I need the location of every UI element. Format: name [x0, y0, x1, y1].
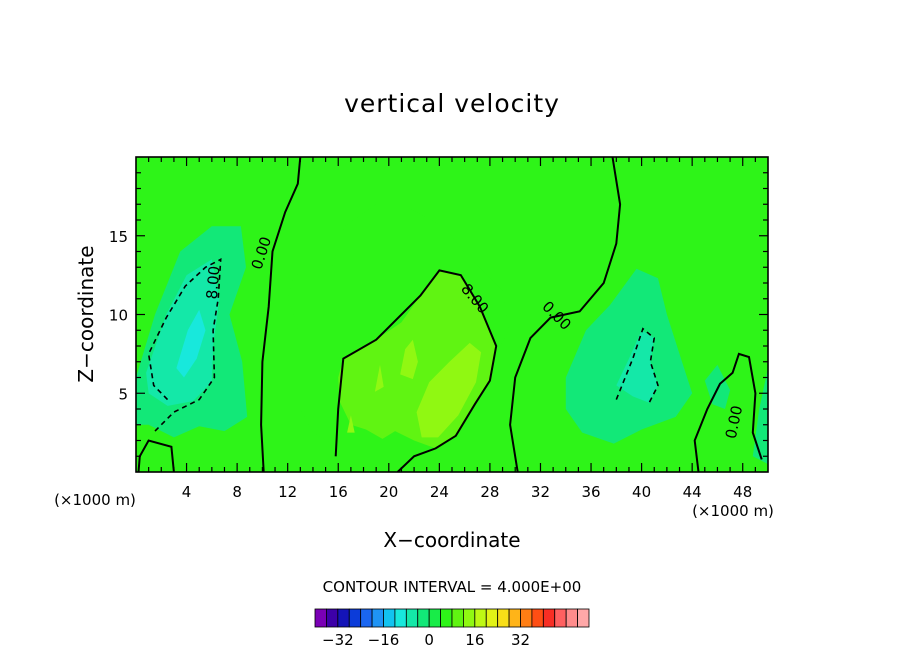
chart-title: vertical velocity: [344, 89, 560, 118]
colorbar-tick-label: −16: [368, 631, 400, 649]
updraft-core-2: [400, 339, 418, 380]
downdraft-left-mid: [146, 259, 220, 406]
colorbar-swatch: [417, 608, 430, 628]
colorbar-swatch: [405, 608, 419, 628]
colorbar-swatch: [314, 608, 327, 628]
zero-contour-corner: [137, 439, 175, 472]
colorbar-swatch: [554, 608, 567, 628]
colorbar-swatch: [360, 608, 373, 628]
y-tick-label: 5: [118, 385, 128, 403]
updraft-core-4: [347, 415, 355, 433]
zero-contour-right: [509, 157, 622, 472]
contour-label-1: 8.00: [203, 265, 224, 300]
colorbar: [314, 608, 590, 628]
colorbar-swatch: [463, 608, 476, 628]
colorbar-swatch: [440, 608, 453, 628]
colorbar-swatch: [383, 608, 396, 628]
colorbar-tick-labels: −32 −16 0 16 32: [322, 631, 530, 649]
downdraft-left-core: [176, 309, 206, 378]
updraft-core: [416, 342, 482, 438]
contour-interval-label: CONTOUR INTERVAL = 4.000E+00: [323, 578, 582, 596]
x-tick-label: 32: [531, 483, 550, 501]
colorbar-swatch: [565, 608, 578, 628]
colorbar-swatch: [508, 608, 521, 628]
colorbar-swatch: [371, 608, 384, 628]
colorbar-swatch: [428, 608, 441, 628]
colorbar-tick-label: −32: [322, 631, 354, 649]
colorbar-swatch: [451, 608, 464, 628]
neg-8-contour-right: [615, 327, 659, 404]
colorbar-swatch: [577, 608, 590, 628]
x-tick-label: 40: [632, 483, 651, 501]
downdraft-right-mid: [616, 330, 658, 403]
x-axis: 4 8 12 16 20 24 28 32 36 40 44 48: [148, 157, 756, 501]
x-tick-label: 16: [329, 483, 348, 501]
x-tick-label: 20: [379, 483, 398, 501]
zero-contour-far-right: [693, 352, 763, 472]
updraft-core-3: [374, 364, 384, 392]
x-tick-label: 12: [278, 483, 297, 501]
downdraft-right-outer: [565, 268, 693, 444]
colorbar-swatch: [394, 608, 407, 628]
plot-area: [136, 157, 768, 472]
colorbar-swatch: [348, 608, 362, 628]
velocity-field: [136, 204, 768, 465]
colorbar-tick-label: 32: [511, 631, 530, 649]
x-tick-label: 36: [581, 483, 600, 501]
x-unit-right: (×1000 m): [692, 502, 774, 520]
y-axis-label: Z−coordinate: [74, 245, 98, 382]
x-tick-label: 44: [683, 483, 702, 501]
colorbar-tick-label: 16: [465, 631, 484, 649]
x-tick-label: 8: [232, 483, 242, 501]
colorbar-swatch: [520, 608, 533, 628]
neg-8-contour-left: [147, 258, 222, 432]
zero-contour-left: [260, 157, 302, 472]
colorbar-swatch: [497, 608, 510, 628]
y-axis: 5 10 15: [109, 172, 768, 457]
colorbar-swatch: [474, 608, 487, 628]
colorbar-swatch: [542, 608, 556, 628]
x-tick-label: 4: [182, 483, 192, 501]
y-tick-label: 15: [109, 228, 128, 246]
colorbar-tick-label: 0: [424, 631, 434, 649]
x-tick-label: 28: [480, 483, 499, 501]
colorbar-swatch: [337, 608, 350, 628]
pos-8-contour: [334, 269, 498, 472]
x-tick-label: 48: [733, 483, 752, 501]
colorbar-swatch: [485, 608, 499, 628]
x-axis-label: X−coordinate: [383, 528, 520, 552]
colorbar-swatch: [326, 608, 339, 628]
x-unit-left: (×1000 m): [54, 491, 136, 509]
contour-lines: [137, 157, 763, 472]
y-tick-label: 10: [109, 307, 128, 325]
x-tick-label: 24: [430, 483, 449, 501]
colorbar-swatch: [531, 608, 544, 628]
